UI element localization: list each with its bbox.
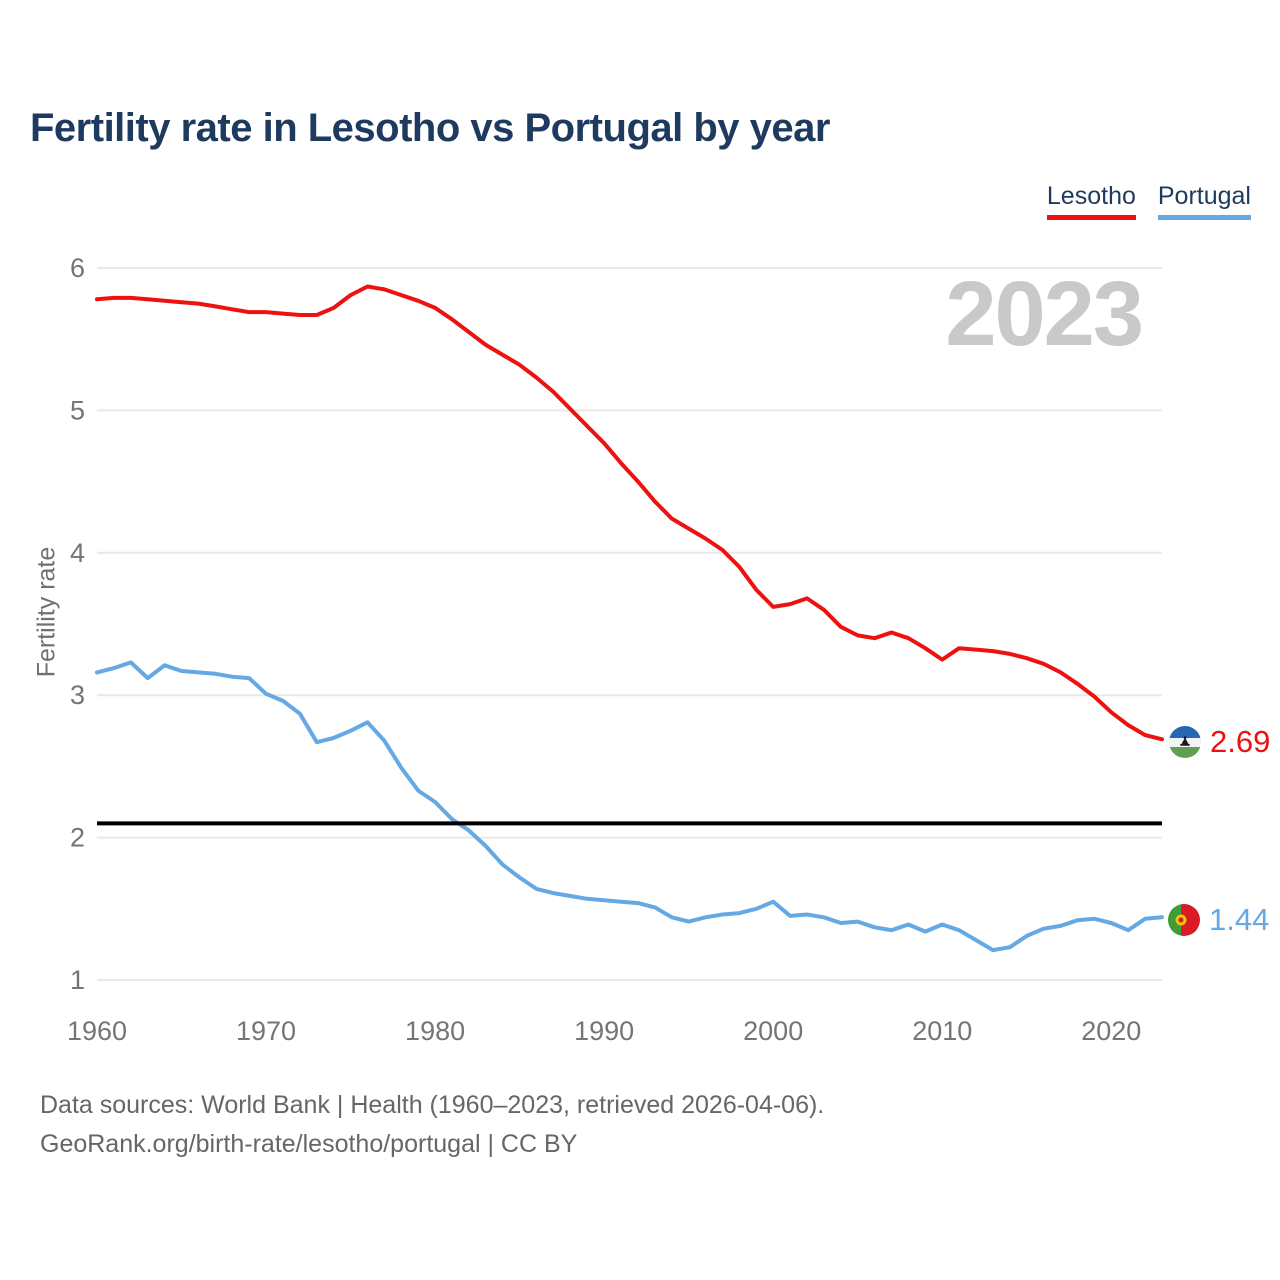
lesotho-flag-icon bbox=[1169, 726, 1201, 758]
legend: Lesotho Portugal bbox=[1046, 182, 1251, 220]
y-tick-label: 4 bbox=[70, 538, 85, 568]
footer-sources: Data sources: World Bank | Health (1960–… bbox=[40, 1091, 825, 1119]
x-tick-label: 1980 bbox=[405, 1016, 465, 1046]
mokorotlo-hat-icon bbox=[1180, 736, 1190, 747]
portugal-end-label: 1.44 bbox=[1168, 902, 1269, 938]
chart-title: Fertility rate in Lesotho vs Portugal by… bbox=[30, 106, 830, 150]
lesotho-end-value: 2.69 bbox=[1210, 724, 1271, 759]
y-tick-label: 6 bbox=[70, 253, 85, 283]
footer: Data sources: World Bank | Health (1960–… bbox=[40, 1086, 824, 1164]
y-tick-label: 1 bbox=[70, 965, 85, 995]
y-tick-label: 3 bbox=[70, 680, 85, 710]
portugal-flag-icon bbox=[1168, 904, 1200, 936]
x-tick-label: 1990 bbox=[574, 1016, 634, 1046]
legend-item-lesotho[interactable]: Lesotho bbox=[1046, 182, 1136, 220]
legend-item-portugal[interactable]: Portugal bbox=[1157, 182, 1251, 220]
x-tick-label: 1960 bbox=[67, 1016, 127, 1046]
lesotho-line[interactable] bbox=[95, 284, 1164, 742]
y-tick-label: 2 bbox=[70, 823, 85, 853]
portugal-emblem-icon bbox=[1175, 914, 1187, 926]
year-watermark: 2023 bbox=[945, 263, 1144, 365]
x-tick-label: 2010 bbox=[912, 1016, 972, 1046]
y-tick-label: 5 bbox=[70, 395, 85, 425]
portugal-end-value: 1.44 bbox=[1209, 902, 1270, 937]
portugal-line[interactable] bbox=[95, 660, 1164, 953]
x-tick-label: 2000 bbox=[743, 1016, 803, 1046]
x-tick-label: 2020 bbox=[1081, 1016, 1141, 1046]
lesotho-end-label: 2.69 bbox=[1169, 724, 1270, 760]
x-tick-label: 1970 bbox=[236, 1016, 296, 1046]
footer-attribution: GeoRank.org/birth-rate/lesotho/portugal … bbox=[40, 1130, 578, 1158]
